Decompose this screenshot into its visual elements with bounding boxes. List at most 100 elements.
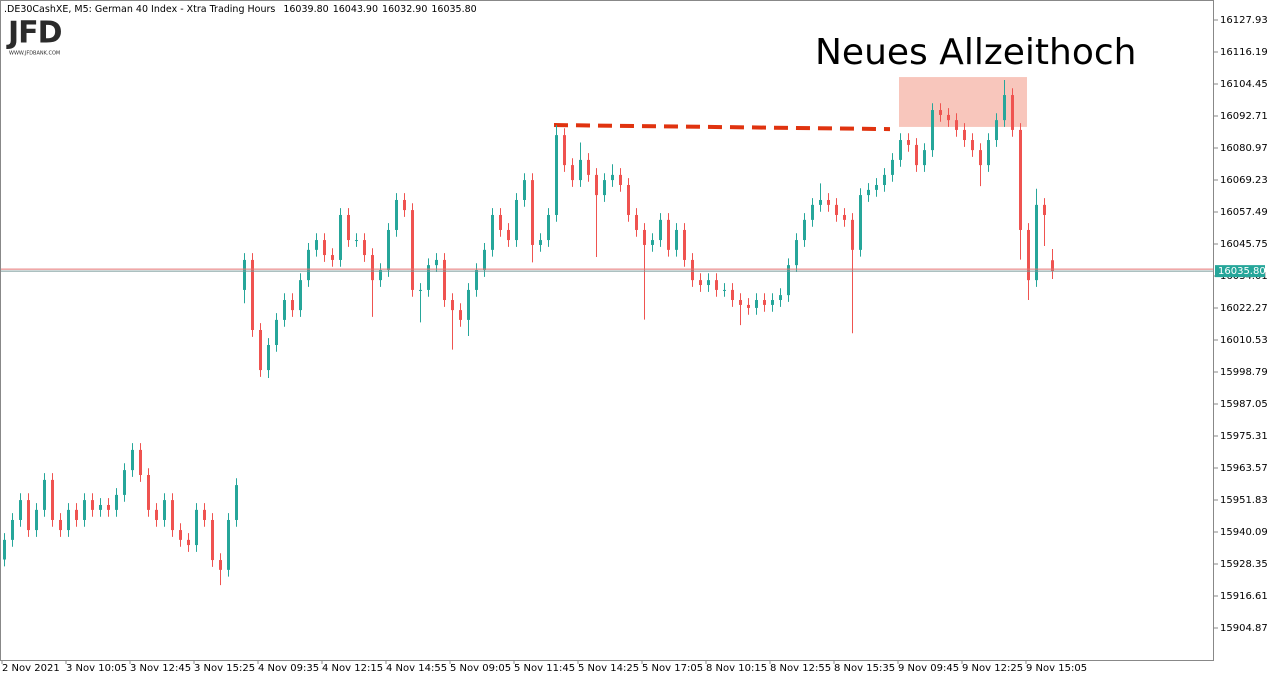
candle-body (259, 330, 262, 371)
candle-body (35, 509, 38, 531)
candle-body (723, 289, 726, 291)
candle-body (563, 135, 566, 166)
candle-body (611, 174, 614, 181)
candle-body (747, 304, 750, 308)
candle-body (419, 289, 422, 291)
candle-body (11, 519, 14, 540)
candle-body (3, 539, 6, 560)
x-tick-label: 8 Nov 10:15 (706, 663, 767, 674)
candle-body (1035, 204, 1038, 281)
candle-body (667, 219, 670, 250)
candle-body (715, 280, 718, 290)
candle-body (315, 240, 318, 250)
y-tick-label: 15987.05 (1220, 399, 1268, 410)
candle-body (995, 120, 998, 141)
candle-body (595, 174, 598, 196)
candle-body (387, 229, 390, 271)
candle-body (851, 219, 854, 250)
candle-body (835, 204, 838, 215)
candle-body (963, 129, 966, 141)
header-part: .DE30CashXE, M5: German 40 Index - Xtra … (4, 4, 275, 15)
candle-body (1051, 260, 1054, 272)
x-tick-label: 5 Nov 09:05 (450, 663, 511, 674)
candle-body (219, 560, 222, 570)
y-tick-label: 15928.35 (1220, 559, 1268, 570)
candle-body (779, 295, 782, 301)
candle-body (203, 509, 206, 520)
candle-body (803, 219, 806, 241)
candle-body (371, 255, 374, 281)
candle-body (1043, 204, 1046, 215)
candle-body (907, 140, 910, 145)
candle-body (523, 180, 526, 200)
y-tick-label: 15951.83 (1220, 495, 1268, 506)
x-tick-label: 8 Nov 15:35 (834, 663, 895, 674)
header-part: 16043.90 (333, 4, 378, 15)
y-tick-label: 16080.97 (1220, 143, 1268, 154)
x-tick-label: 4 Nov 09:35 (258, 663, 319, 674)
y-tick-label: 16069.23 (1220, 175, 1268, 186)
candle-body (819, 199, 822, 205)
candle-body (891, 159, 894, 175)
candle-body (331, 255, 334, 260)
candle-body (579, 159, 582, 181)
x-tick-label: 3 Nov 10:05 (66, 663, 127, 674)
chart-header: .DE30CashXE, M5: German 40 Index - Xtra … (4, 4, 477, 15)
candle-body (395, 199, 398, 230)
candle-body (483, 249, 486, 271)
candle-body (939, 110, 942, 115)
candle-body (1011, 95, 1014, 130)
candle-body (659, 219, 662, 241)
x-tick-label: 5 Nov 17:05 (642, 663, 703, 674)
candle-body (507, 229, 510, 241)
candle-body (491, 214, 494, 250)
x-tick-label: 9 Nov 09:45 (898, 663, 959, 674)
candle-body (171, 500, 174, 531)
y-tick-label: 15998.79 (1220, 367, 1268, 378)
candle-body (763, 300, 766, 305)
candle-body (707, 280, 710, 286)
candle-body (27, 500, 30, 531)
price-tag-label: 16035.80 (1218, 266, 1266, 277)
candle-body (235, 485, 238, 520)
candle-body (643, 229, 646, 245)
annotation-text: Neues Allzeithoch (815, 32, 1137, 73)
candle-body (883, 174, 886, 185)
candle-body (51, 479, 54, 520)
candle-body (43, 479, 46, 510)
plot-area (0, 77, 1214, 586)
candle-body (547, 214, 550, 241)
candle-body (899, 140, 902, 160)
candle-body (187, 539, 190, 546)
candle-body (59, 519, 62, 531)
candle-body (971, 140, 974, 151)
candle-body (75, 509, 78, 520)
candle-body (987, 140, 990, 166)
candle-body (915, 144, 918, 166)
price-tag (1215, 265, 1265, 278)
y-tick-label: 16045.75 (1220, 239, 1268, 250)
candle-body (427, 265, 430, 290)
candle-body (515, 199, 518, 241)
candle-body (291, 300, 294, 311)
candle-body (163, 500, 166, 520)
y-tick-label: 15975.31 (1220, 431, 1268, 442)
candle-body (787, 265, 790, 296)
candle-body (755, 300, 758, 308)
candle-body (739, 300, 742, 305)
candle-body (211, 519, 214, 561)
candle-body (859, 195, 862, 250)
x-tick-label: 3 Nov 12:45 (130, 663, 191, 674)
candle-body (475, 270, 478, 290)
candle-body (571, 165, 574, 181)
candle-body (699, 280, 702, 286)
x-tick-label: 5 Nov 14:25 (578, 663, 639, 674)
candle-body (619, 174, 622, 185)
annotation-line (553, 123, 891, 132)
candle-body (347, 214, 350, 241)
candle-body (499, 214, 502, 230)
candle-body (243, 259, 246, 290)
candle-body (555, 135, 558, 215)
